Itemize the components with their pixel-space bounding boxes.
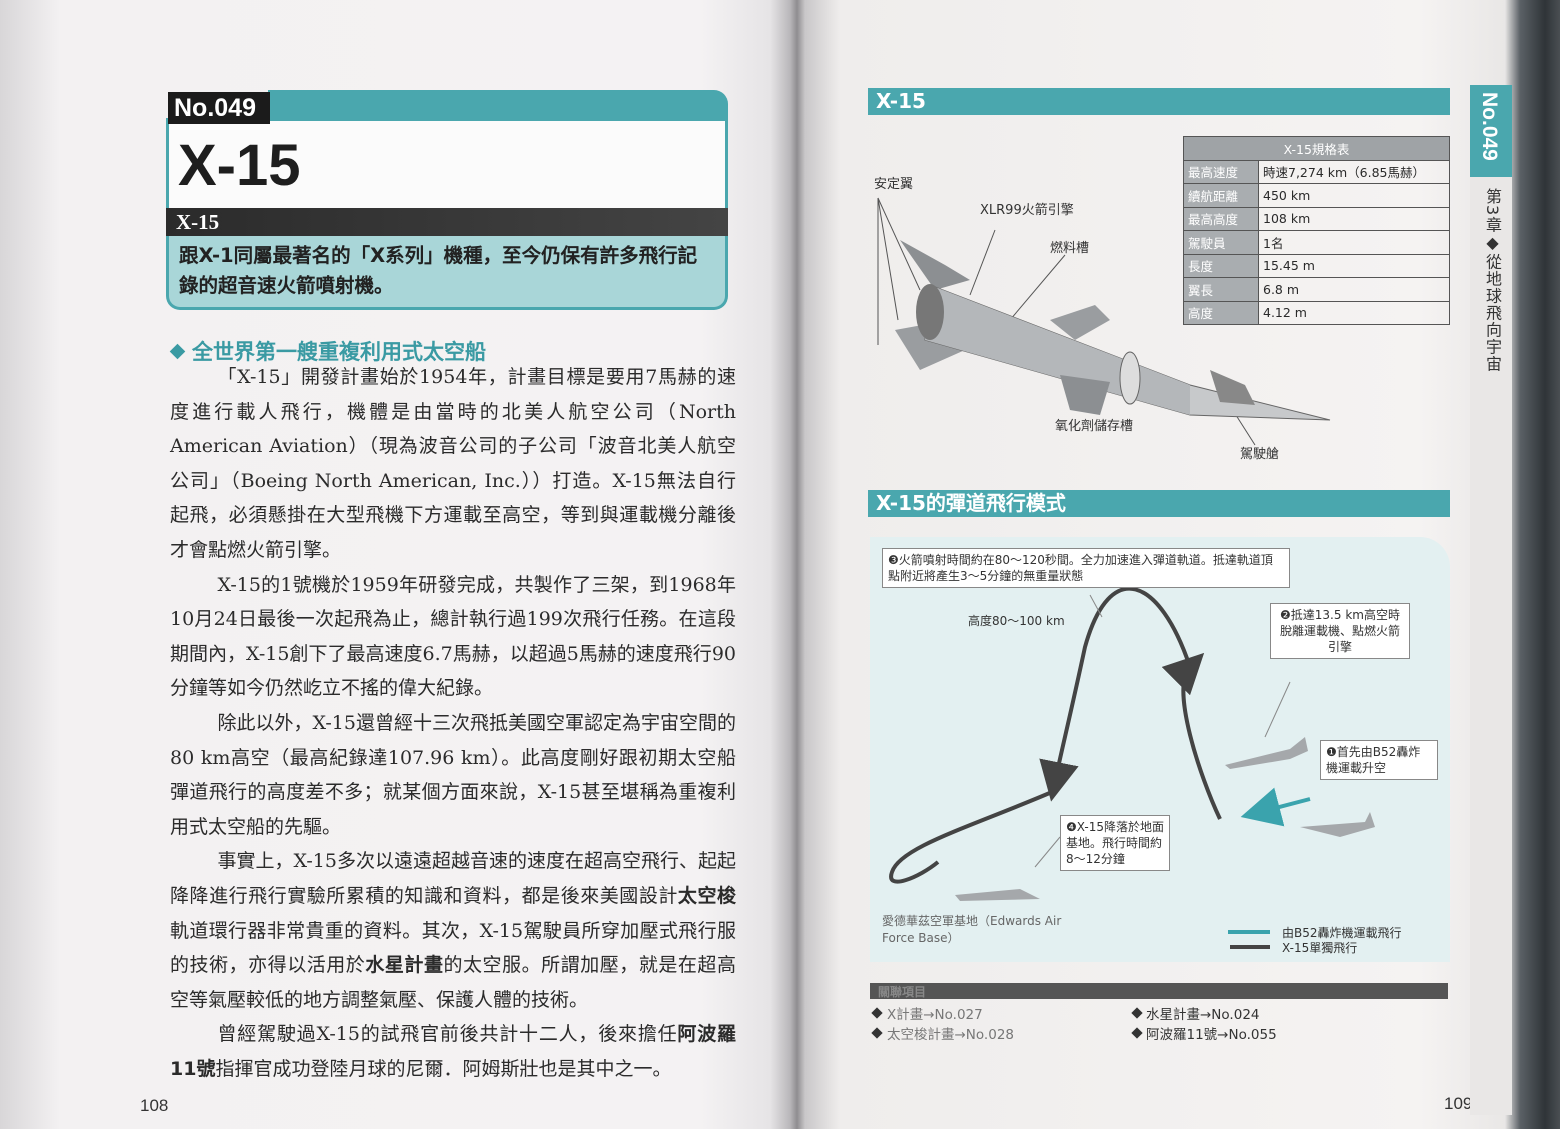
spec-key: 最高速度 [1183,159,1259,184]
spec-key: 最高高度 [1183,206,1259,231]
page-number: 109 [1444,1094,1473,1113]
aircraft [955,737,1375,901]
legend-entry: X-15單獨飛行 [1282,941,1358,955]
text-run: 事實上，X-15多次以遠遠超越音速的速度在超高空飛行、起起降降進行飛行實驗所累積… [170,850,736,907]
spec-value: 時速7,274 km（6.85馬赫） [1258,159,1450,184]
link-marker [871,1007,883,1019]
spec-key: 高度 [1183,300,1259,325]
carrier-path [1240,787,1311,827]
related-link: X計畫→No.027 [887,1007,983,1023]
related-link: 水星計畫→No.024 [1146,1007,1260,1023]
heading-marker [169,343,186,360]
diagram-label: 燃料槽 [1050,240,1089,256]
spec-key: 翼長 [1183,277,1259,302]
paragraph: 曾經駕駛過X-15的試飛官前後共計十二人，後來擔任阿波羅11號指揮官成功登陸月球… [170,1017,736,1086]
section-heading: 全世界第一艘重複利用式太空船 [192,340,486,364]
page-number: 108 [140,1096,169,1115]
tab-chapter: 第3章◆從地球飛向宇宙 [1483,188,1502,373]
spec-key: 長度 [1183,253,1259,278]
text-run: 曾經駕駛過X-15的試飛官前後共計十二人，後來擔任 [217,1023,678,1046]
callout: ❸火箭噴射時間約在80～120秒間。全力加速進入彈道軌道。抵達軌道頂點附近將產生… [882,548,1290,588]
flight-path [1039,586,1192,802]
spec-value: 6.8 m [1258,277,1450,302]
related-link: 阿波羅11號→No.055 [1146,1027,1277,1043]
title: X-15 [178,133,301,198]
link-marker [1131,1007,1143,1019]
related-link: 太空梭計畫→No.028 [887,1027,1014,1043]
table-row: 最高速度 時速7,274 km（6.85馬赫） [1183,159,1450,184]
related-title: 關聯項目 [878,985,927,999]
bold-term: 水星計畫 [365,954,444,977]
section-bar: X-15的彈道飛行模式 [868,490,1450,517]
bold-term: 阿波羅11號 [170,1023,736,1080]
text-run: 除此以外，X-15還曾經十三次飛抵美國空軍認定為宇宙空間的80 km高空（最高紀… [170,711,736,838]
spec-table: X-15規格表 最高速度 時速7,274 km（6.85馬赫） 續航距離 450 km… [1183,136,1450,325]
diagram-label: 駕駛艙 [1240,447,1279,462]
paragraph: 事實上，X-15多次以遠遠超越音速的速度在超高空飛行、起起降降進行飛行實驗所累積… [170,844,736,1017]
diagram-label: 安定翼 [874,177,913,192]
text-run: 軌道環行器非常貴重的資料。其次，X-15駕駛員所穿加壓式飛行服的技術，亦得以活用… [170,919,736,977]
flight-diagram [889,586,1375,949]
number-badge: No.049 [168,92,270,124]
altitude-label: 高度80～100 km [968,614,1065,628]
rocket [895,240,1331,421]
callout-pointer [1089,594,1103,618]
table-row: 長度 15.45 m [1183,253,1450,278]
paragraph: X-15的1號機於1959年研發完成，共製作了三架，到1968年10月24日最後… [170,568,736,706]
text-run: X-15的1號機於1959年研發完成，共製作了三架，到1968年10月24日最後… [170,573,736,700]
tab-number: No.049 [1478,92,1501,161]
section-bar: X-15 [868,88,1450,115]
diagram-label: XLR99火箭引擎 [980,202,1074,218]
text-run: 指揮官成功登陸月球的尼爾．阿姆斯壯也是其中之一。 [215,1057,672,1080]
legend-entry: 由B52轟炸機運載飛行 [1282,926,1402,940]
title-box [166,118,728,208]
related-bar [870,983,1448,999]
callout-pointer [1264,681,1291,738]
bold-term: 太空梭 [677,884,736,907]
spec-value: 15.45 m [1258,253,1450,278]
flight-path [1161,652,1222,820]
title-bar [268,90,728,120]
spec-value: 1名 [1258,230,1450,255]
callout: ❷抵達13.5 km高空時脫離運載機、點燃火箭引擎 [1270,603,1410,659]
link-marker [1131,1027,1143,1039]
side-tab [1470,85,1512,1115]
text-run: 的太空服。所謂加壓，就是在超高空等氣壓較低的地方調整氣壓、保護人體的技術。 [170,954,736,1011]
subtitle: X-15 [166,208,728,236]
body-text: 「X-15」開發計畫始於1954年，計畫目標是要用7馬赫的速度進行載人飛行，機體… [170,360,736,1086]
spec-value: 4.12 m [1258,300,1450,325]
lead: 跟X-1同屬最著名的「X系列」機種，至今仍保有許多飛行記錄的超音速火箭噴射機。 [166,236,728,310]
link-marker [871,1027,883,1039]
callout-pointer [1034,836,1061,868]
paragraph: 「X-15」開發計畫始於1954年，計畫目標是要用7馬赫的速度進行載人飛行，機體… [170,360,736,568]
flight-path [889,790,1053,884]
rocket-illustration: 安定翼 XLR99火箭引擎 燃料槽 氧化劑儲存槽 駕駛艙 [874,177,1331,462]
callout: ❶首先由B52轟炸機運載升空 [1320,740,1438,780]
table-row: 高度 4.12 m [1183,300,1450,325]
base-label: 愛德華茲空軍基地（Edwards Air Force Base） [882,914,1062,945]
table-row: 翼長 6.8 m [1183,277,1450,302]
diagram-label: 氧化劑儲存槽 [1055,418,1133,434]
text-run: 「X-15」開發計畫始於1954年，計畫目標是要用7馬赫的速度進行載人飛行，機體… [170,366,736,561]
paragraph: 除此以外，X-15還曾經十三次飛抵美國空軍認定為宇宙空間的80 km高空（最高紀… [170,706,736,844]
callout: ❹X-15降落於地面基地。飛行時間約8～12分鐘 [1060,815,1170,871]
table-title: X-15規格表 [1183,136,1450,161]
